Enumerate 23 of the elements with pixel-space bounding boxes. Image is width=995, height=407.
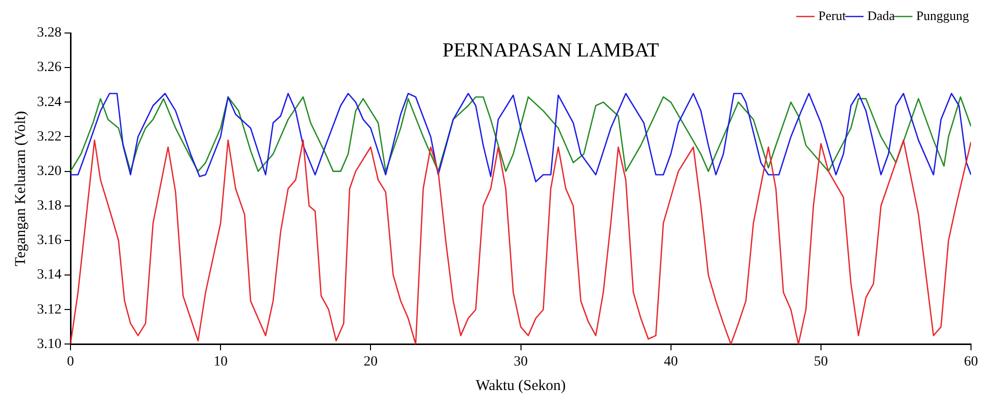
x-axis-title: Waktu (Sekon) bbox=[476, 378, 566, 394]
y-tick-label: 3.12 bbox=[37, 302, 62, 318]
y-tick-label: 3.18 bbox=[37, 198, 62, 214]
y-tick-label: 3.20 bbox=[37, 164, 62, 179]
x-tick-label: 40 bbox=[664, 354, 678, 370]
x-tick-label: 50 bbox=[814, 354, 828, 370]
y-tick-label: 3.28 bbox=[37, 26, 62, 41]
y-tick-label: 3.16 bbox=[37, 233, 62, 248]
legend-label: Punggung bbox=[916, 8, 970, 23]
x-tick-label: 10 bbox=[214, 354, 228, 370]
x-tick-label: 20 bbox=[364, 354, 378, 370]
chart-title: PERNAPASAN LAMBAT bbox=[442, 39, 660, 62]
y-tick-label: 3.26 bbox=[37, 60, 62, 76]
legend-label: Perut bbox=[818, 8, 846, 23]
x-tick-label: 30 bbox=[514, 354, 528, 370]
legend-label: Dada bbox=[867, 8, 895, 23]
y-axis-title: Tegangan Keluaran (Volt) bbox=[12, 110, 29, 266]
y-tick-label: 3.24 bbox=[37, 94, 62, 110]
y-tick-label: 3.10 bbox=[37, 336, 62, 352]
x-tick-label: 60 bbox=[964, 354, 978, 370]
x-tick-label: 0 bbox=[67, 354, 74, 370]
y-tick-label: 3.22 bbox=[37, 129, 62, 144]
y-tick-label: 3.14 bbox=[37, 268, 62, 283]
